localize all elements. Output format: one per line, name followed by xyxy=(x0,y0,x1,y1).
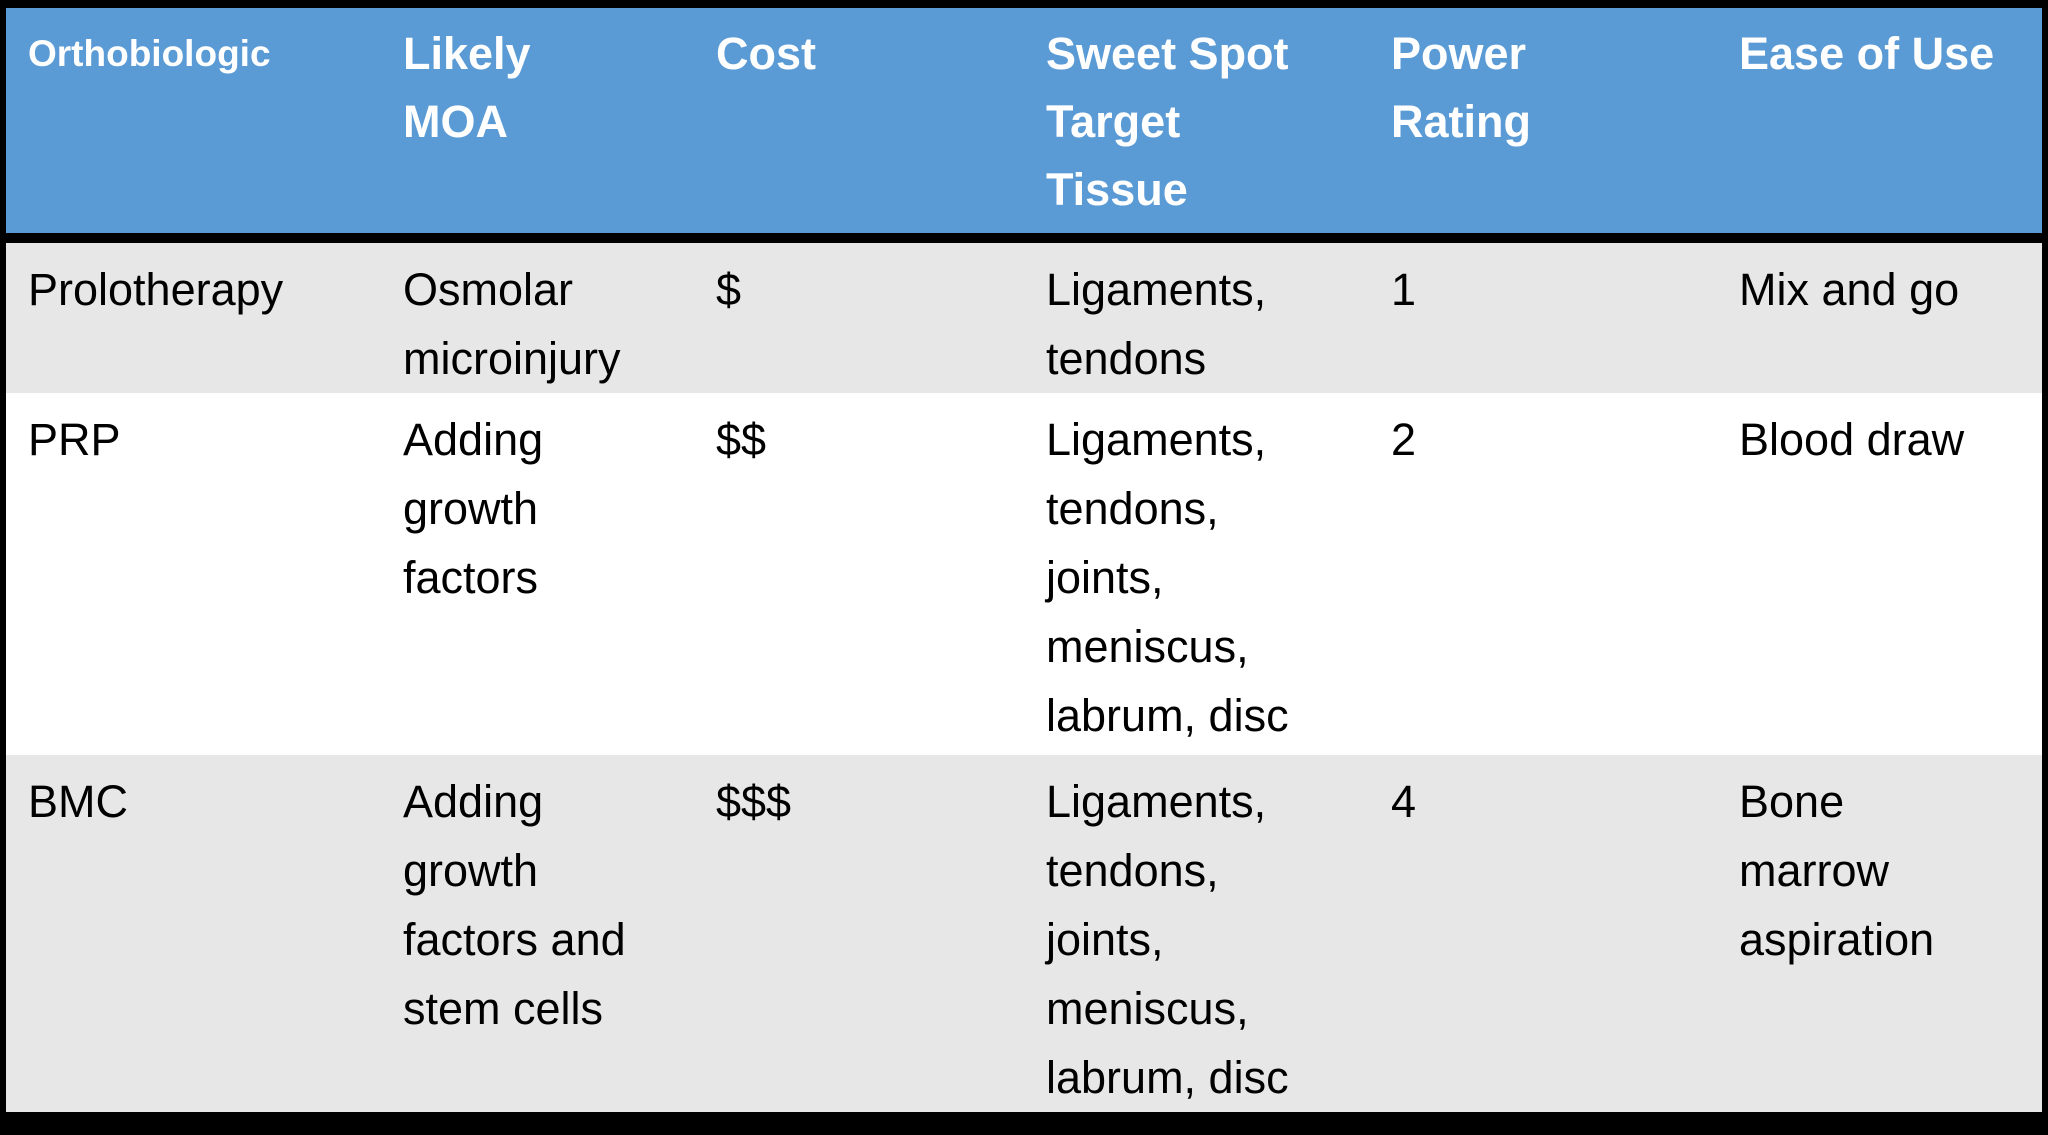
table-header-row: Orthobiologic Likely MOA Cost Sweet Spot… xyxy=(6,8,2042,243)
cell-bmc-name: BMC xyxy=(6,755,381,1112)
cell-prolotherapy-name: Prolotherapy xyxy=(6,238,381,393)
cell-prp-name: PRP xyxy=(6,393,381,755)
cell-bmc-moa: Adding growth factors and stem cells xyxy=(381,755,694,1112)
cell-prp-ease-of-use: Blood draw xyxy=(1717,393,2042,755)
table-row-prolotherapy: Prolotherapy Osmolar microinjury $ Ligam… xyxy=(6,238,2042,393)
cell-prolotherapy-ease-of-use: Mix and go xyxy=(1717,238,2042,393)
cell-prolotherapy-target-tissue: Ligaments, tendons xyxy=(1024,238,1369,393)
cell-prolotherapy-moa: Osmolar microinjury xyxy=(381,238,694,393)
header-cell-likely-moa: Likely MOA xyxy=(381,8,694,243)
cell-prp-cost: $$ xyxy=(694,393,1024,755)
cell-bmc-target-tissue: Ligaments, tendons, joints, meniscus, la… xyxy=(1024,755,1369,1112)
table-row-bmc: BMC Adding growth factors and stem cells… xyxy=(6,755,2042,1112)
header-cell-cost: Cost xyxy=(694,8,1024,243)
header-cell-power-rating: Power Rating xyxy=(1369,8,1717,243)
cell-prolotherapy-cost: $ xyxy=(694,238,1024,393)
table-row-prp: PRP Adding growth factors $$ Ligaments, … xyxy=(6,393,2042,755)
header-cell-ease-of-use: Ease of Use xyxy=(1717,8,2042,243)
cell-prolotherapy-power-rating: 1 xyxy=(1369,238,1717,393)
cell-prp-target-tissue: Ligaments, tendons, joints, meniscus, la… xyxy=(1024,393,1369,755)
orthobiologics-table: Orthobiologic Likely MOA Cost Sweet Spot… xyxy=(6,8,2042,1112)
cell-bmc-ease-of-use: Bone marrow aspiration xyxy=(1717,755,2042,1112)
cell-bmc-cost: $$$ xyxy=(694,755,1024,1112)
cell-bmc-power-rating: 4 xyxy=(1369,755,1717,1112)
cell-prp-power-rating: 2 xyxy=(1369,393,1717,755)
header-cell-orthobiologic: Orthobiologic xyxy=(6,8,381,243)
header-cell-sweet-spot-target-tissue: Sweet Spot Target Tissue xyxy=(1024,8,1369,243)
cell-prp-moa: Adding growth factors xyxy=(381,393,694,755)
